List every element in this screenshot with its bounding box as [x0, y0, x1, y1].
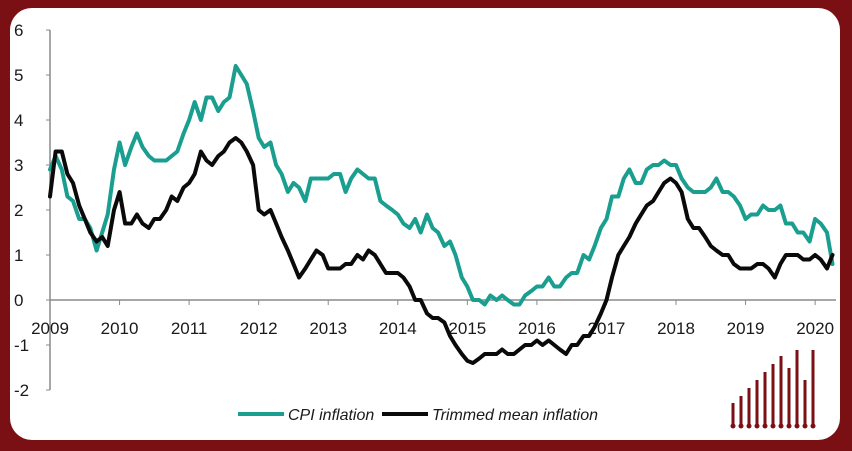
x-tick-label: 2014: [379, 319, 417, 338]
logo-dot: [794, 423, 800, 429]
x-tick-label: 2010: [101, 319, 139, 338]
x-tick-label: 2009: [31, 319, 69, 338]
logo-dot: [778, 423, 784, 429]
logo-dot: [802, 423, 808, 429]
series-line-cpi: [48, 64, 835, 307]
logo-dot: [730, 423, 736, 429]
x-tick-label: 2012: [240, 319, 278, 338]
logo-dot: [810, 423, 816, 429]
series-line-trimmed: [48, 136, 835, 365]
x-tick-label: 2016: [518, 319, 556, 338]
y-tick-label: 0: [14, 291, 23, 310]
logo-bars-icon: [730, 350, 816, 429]
y-tick-label: -1: [14, 336, 29, 355]
logo-dot: [762, 423, 768, 429]
y-tick-label: 1: [14, 246, 23, 265]
y-tick-label: 2: [14, 201, 23, 220]
legend-label-cpi: CPI inflation: [288, 407, 374, 424]
y-tick-label: -2: [14, 381, 29, 400]
x-tick-label: 2018: [657, 319, 695, 338]
logo-dot: [754, 423, 760, 429]
y-tick-label: 6: [14, 21, 23, 40]
y-tick-label: 4: [14, 111, 23, 130]
legend: CPI inflation Trimmed mean inflation: [238, 407, 598, 424]
x-tick-label: 2020: [796, 319, 834, 338]
x-tick-label: 2011: [171, 319, 208, 338]
axes: -2 -1 0 1 2 3 4 5 6 2009 2010 2011 2012 2013 2014 2015 2…: [14, 21, 836, 400]
logo-dot: [770, 423, 776, 429]
y-tick-label: 3: [14, 156, 23, 175]
x-tick-label: 2015: [448, 319, 486, 338]
y-tick-label: 5: [14, 66, 23, 85]
logo-dot: [746, 423, 752, 429]
series-layer: [48, 64, 835, 365]
legend-label-trimmed: Trimmed mean inflation: [432, 407, 598, 424]
x-tick-label: 2013: [309, 319, 347, 338]
logo-dot: [738, 423, 744, 429]
logo-dot: [786, 423, 792, 429]
x-tick-label: 2019: [727, 319, 765, 338]
